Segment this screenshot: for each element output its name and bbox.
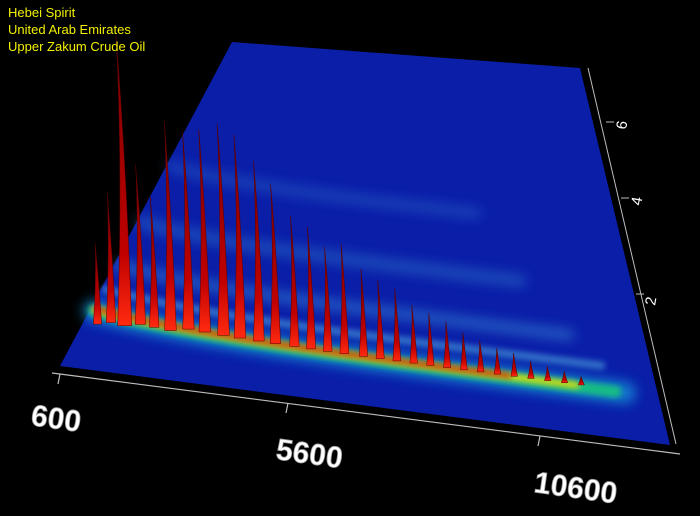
peak	[306, 227, 316, 350]
peak	[216, 123, 230, 336]
peak	[392, 288, 402, 362]
y-tick-label: 6	[613, 120, 631, 131]
y-axis: 2 4 6	[587, 67, 677, 445]
peak	[561, 371, 569, 383]
peak	[182, 131, 195, 330]
peak	[359, 269, 368, 357]
peak	[426, 313, 435, 366]
peak	[163, 121, 177, 331]
peak	[323, 246, 333, 352]
x-tick-label: 600	[29, 399, 83, 439]
peak-series	[93, 35, 585, 386]
caption-sample-name: Hebei Spirit	[8, 5, 76, 20]
concentration-bands	[83, 161, 636, 404]
peak	[289, 215, 300, 347]
x-tick-label: 5600	[274, 433, 345, 475]
peak	[253, 161, 265, 342]
peak	[577, 376, 585, 386]
x-tick-mark	[57, 373, 61, 385]
faint-band	[165, 161, 482, 219]
peak	[149, 196, 160, 328]
caption-origin: United Arab Emirates	[8, 22, 131, 37]
x-tick-label: 10600	[532, 466, 619, 510]
x-tick-mark	[537, 435, 541, 447]
x-axis-line	[51, 372, 681, 455]
peak	[375, 280, 385, 359]
y-axis-line	[587, 67, 677, 445]
peak	[115, 35, 132, 326]
peak	[198, 128, 211, 333]
y-tick-label: 2	[642, 296, 660, 307]
x-tick-mark	[285, 402, 289, 414]
peak	[460, 332, 468, 371]
y-tick-label: 4	[628, 196, 646, 207]
peak	[269, 184, 281, 344]
peak	[233, 134, 247, 339]
peak	[544, 366, 552, 381]
peak	[409, 305, 418, 364]
peak	[93, 242, 102, 325]
peak	[527, 360, 535, 379]
peak	[476, 339, 485, 373]
peak	[443, 321, 452, 368]
peak	[105, 192, 117, 323]
peak	[134, 164, 146, 325]
main-band-high	[93, 306, 512, 378]
peak	[339, 243, 350, 354]
peak	[493, 347, 502, 375]
caption-oil-type: Upper Zakum Crude Oil	[8, 39, 146, 54]
peak	[510, 353, 518, 377]
